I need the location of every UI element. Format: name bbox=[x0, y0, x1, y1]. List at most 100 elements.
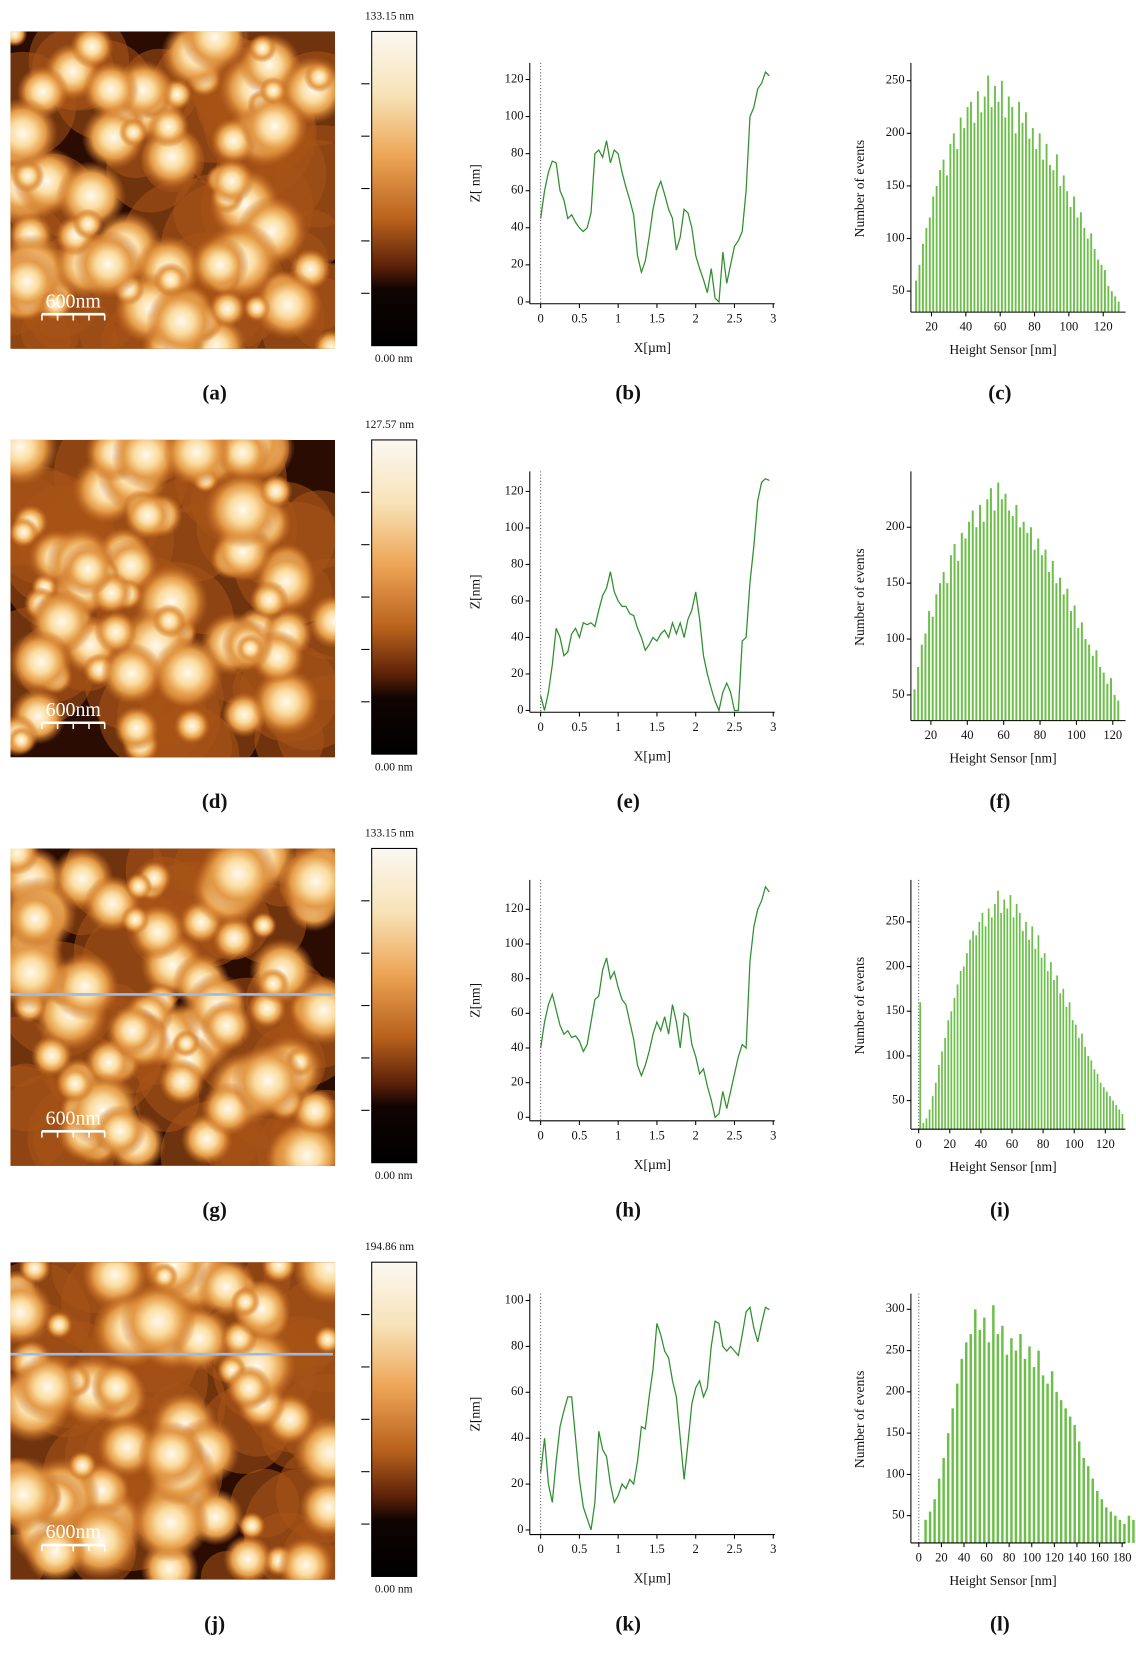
histogram-bar bbox=[980, 112, 983, 313]
afm-grain bbox=[152, 636, 224, 708]
afm-grain bbox=[277, 848, 336, 921]
histogram-bar bbox=[970, 101, 972, 313]
histogram-bar bbox=[1076, 217, 1079, 313]
afm-grain bbox=[120, 905, 150, 934]
colorbar-max: 127.57 nm bbox=[365, 419, 414, 431]
profile bbox=[540, 885, 770, 1119]
histogram-bar bbox=[1052, 170, 1055, 313]
x-tick-label: 20 bbox=[925, 320, 938, 334]
colorbar-min: 0.00 nm bbox=[375, 353, 413, 365]
histogram-bar bbox=[1087, 1466, 1090, 1543]
histogram-bar bbox=[1073, 605, 1076, 721]
histogram-bar bbox=[1040, 555, 1043, 721]
histogram-bar bbox=[1109, 1511, 1113, 1543]
y-tick-label: 40 bbox=[511, 1430, 524, 1444]
histogram-bar bbox=[997, 101, 1000, 313]
histogram-bar bbox=[1045, 143, 1048, 313]
x-tick-label: 140 bbox=[1068, 1551, 1087, 1565]
x-tick-label: 120 bbox=[1103, 728, 1122, 742]
panel-caption: (g) bbox=[202, 1198, 226, 1222]
afm-grain bbox=[114, 706, 159, 751]
y-tick-label: 250 bbox=[886, 73, 905, 87]
histogram-bar bbox=[1012, 917, 1015, 1130]
histogram-bar bbox=[1123, 1523, 1126, 1543]
x-tick-label: 2 bbox=[693, 1542, 699, 1556]
afm-image bbox=[10, 31, 336, 349]
y-tick-label: 50 bbox=[892, 283, 905, 297]
y-axis-label: Z[ nm] bbox=[468, 164, 483, 202]
x-tick-label: 40 bbox=[960, 320, 973, 334]
histogram-bar bbox=[1066, 588, 1069, 721]
histogram-bar bbox=[928, 611, 931, 721]
histogram-bar bbox=[1100, 1499, 1104, 1543]
x-tick-label: 0.5 bbox=[572, 1542, 588, 1556]
afm-grain bbox=[172, 1029, 200, 1058]
afm-grain bbox=[257, 967, 290, 1000]
afm-grain bbox=[93, 1104, 147, 1158]
histogram-bar bbox=[917, 666, 920, 721]
histogram-bar bbox=[994, 903, 996, 1130]
histogram-bar bbox=[974, 1309, 977, 1543]
afm-grain bbox=[18, 1262, 51, 1285]
histogram-bar bbox=[925, 1118, 928, 1130]
histogram-bar bbox=[965, 1342, 968, 1543]
afm-grain bbox=[277, 1537, 334, 1580]
histogram-bar bbox=[997, 890, 999, 1130]
histogram-bar bbox=[946, 583, 949, 721]
x-tick-label: 100 bbox=[1067, 728, 1086, 742]
afm-image bbox=[10, 439, 336, 758]
histogram-bar bbox=[1078, 1038, 1080, 1130]
histogram-bar bbox=[1043, 953, 1046, 1130]
histogram-bar bbox=[1001, 1325, 1004, 1543]
histogram-bar bbox=[1033, 549, 1036, 721]
histogram-bar bbox=[953, 997, 956, 1130]
histogram-bar bbox=[1090, 233, 1093, 313]
afm-grain bbox=[259, 76, 287, 105]
histogram-bar bbox=[959, 971, 962, 1130]
afm-grain bbox=[106, 1004, 160, 1058]
x-tick-label: 1 bbox=[615, 1542, 621, 1556]
y-tick-label: 20 bbox=[511, 1075, 524, 1089]
afm-grain bbox=[208, 158, 255, 204]
histogram-bar bbox=[1118, 1109, 1121, 1130]
afm-grain bbox=[240, 92, 308, 160]
afm-grain bbox=[208, 290, 246, 328]
histogram-bar bbox=[1107, 285, 1110, 313]
y-tick-label: 150 bbox=[886, 178, 905, 192]
panel-caption: (e) bbox=[617, 789, 640, 813]
afm-grain bbox=[10, 935, 69, 1011]
x-tick-label: 100 bbox=[1065, 1137, 1084, 1151]
histogram-bar bbox=[975, 935, 978, 1130]
histogram-bar bbox=[1050, 1371, 1054, 1543]
histogram-bar bbox=[1059, 577, 1062, 721]
panel-caption: (f) bbox=[989, 789, 1010, 813]
histogram-bar bbox=[925, 227, 928, 313]
y-axis-label: Number of events bbox=[852, 1371, 867, 1469]
histogram-bar bbox=[1112, 1100, 1114, 1130]
histogram-bar bbox=[1000, 499, 1003, 721]
afm-grain bbox=[230, 1287, 261, 1317]
histogram-bar bbox=[1106, 683, 1109, 721]
afm-grain bbox=[10, 629, 73, 695]
histogram-bar bbox=[1037, 935, 1040, 1130]
histogram-bar bbox=[1079, 212, 1082, 313]
histogram-bar bbox=[921, 243, 924, 313]
x-axis-label: X[µm] bbox=[634, 1571, 671, 1586]
afm-grain bbox=[313, 1325, 336, 1354]
y-tick-label: 100 bbox=[505, 520, 524, 534]
colorbar-max: 133.15 nm bbox=[365, 10, 414, 22]
histogram-bar bbox=[1062, 988, 1065, 1130]
histogram-bar bbox=[922, 1122, 925, 1130]
histogram-bar bbox=[1062, 594, 1065, 721]
histogram-bar bbox=[941, 1051, 943, 1130]
histogram-bar bbox=[1114, 1515, 1117, 1543]
y-tick-label: 40 bbox=[511, 1040, 524, 1054]
histogram-bar bbox=[1049, 164, 1051, 313]
x-tick-label: 100 bbox=[1022, 1551, 1041, 1565]
afm-grain bbox=[13, 1352, 82, 1422]
afm-grain bbox=[138, 1420, 205, 1488]
panel-caption: (d) bbox=[202, 789, 228, 813]
x-tick-label: 120 bbox=[1096, 1137, 1115, 1151]
x-tick-label: 2.5 bbox=[727, 1128, 743, 1142]
histogram-bar bbox=[1132, 1519, 1135, 1543]
